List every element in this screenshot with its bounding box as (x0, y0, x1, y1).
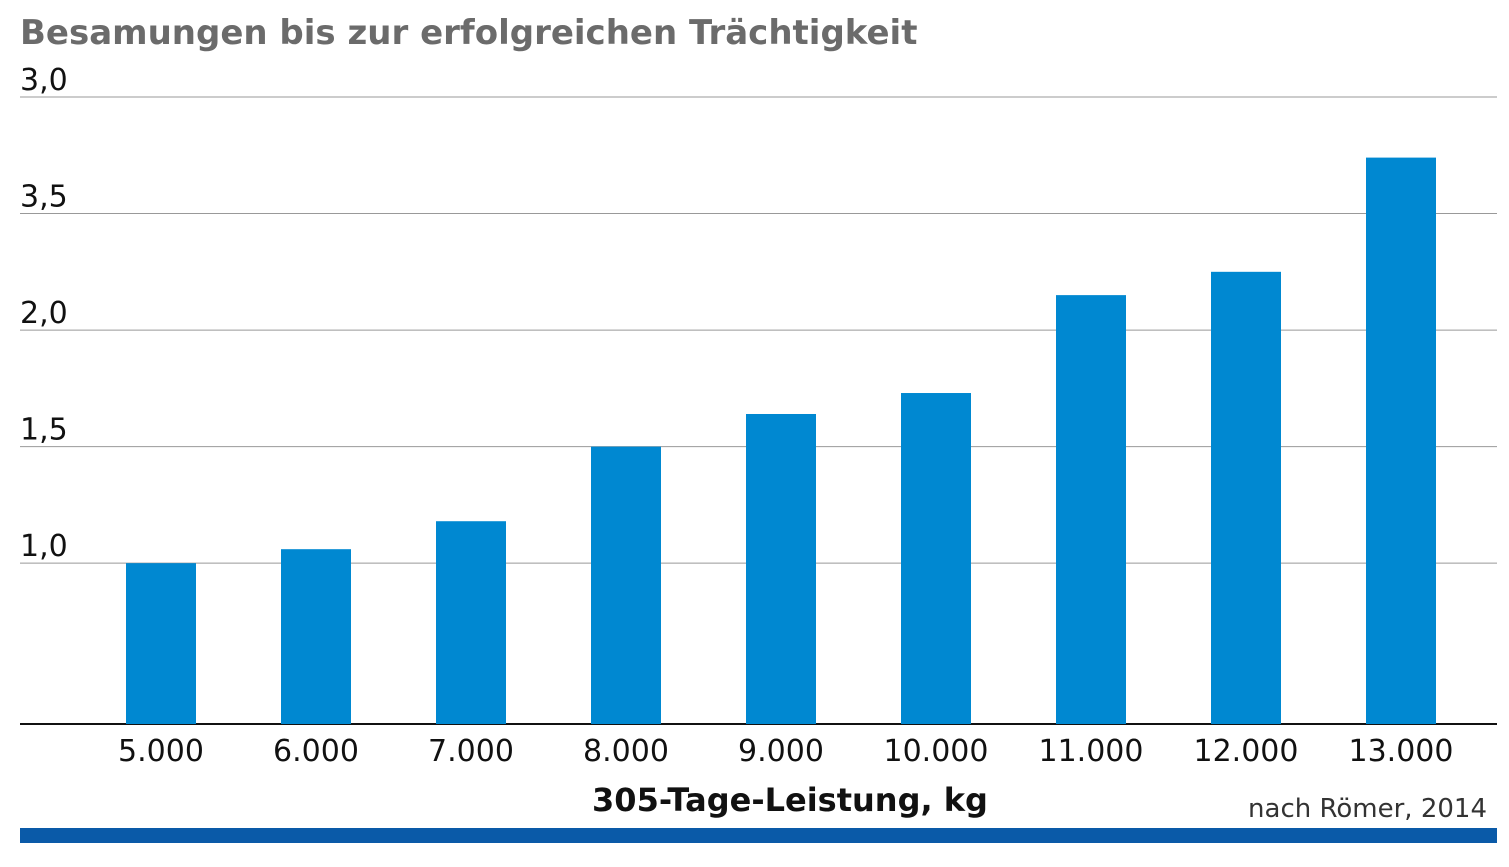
y-tick-label: 3,5 (20, 180, 68, 215)
x-tick-label: 10.000 (884, 734, 989, 769)
x-tick-label: 9.000 (738, 734, 824, 769)
x-tick-label: 13.000 (1349, 734, 1454, 769)
x-tick-label: 8.000 (583, 734, 669, 769)
bar (1211, 271, 1281, 724)
footer-band (20, 828, 1497, 843)
bar (436, 521, 506, 724)
x-tick-label: 11.000 (1039, 734, 1144, 769)
bar (1056, 295, 1126, 724)
bar (746, 413, 816, 724)
x-tick-label: 7.000 (428, 734, 514, 769)
x-tick-label: 6.000 (273, 734, 359, 769)
bar (281, 549, 351, 724)
bar (1366, 157, 1436, 724)
bar (126, 563, 196, 724)
x-tick-label: 12.000 (1194, 734, 1299, 769)
y-tick-label: 3,0 (20, 63, 68, 98)
chart-title: Besamungen bis zur erfolgreichen Trächti… (20, 13, 917, 53)
y-tick-label: 1,5 (20, 413, 68, 448)
source: nach Römer, 2014 (1248, 794, 1487, 824)
x-axis-label: 305-Tage-Leistung, kg (592, 781, 988, 819)
y-tick-label: 2,0 (20, 296, 68, 331)
x-tick-label: 5.000 (118, 734, 204, 769)
bar (901, 393, 971, 724)
y-tick-label: 1,0 (20, 529, 68, 564)
bar (591, 446, 661, 724)
